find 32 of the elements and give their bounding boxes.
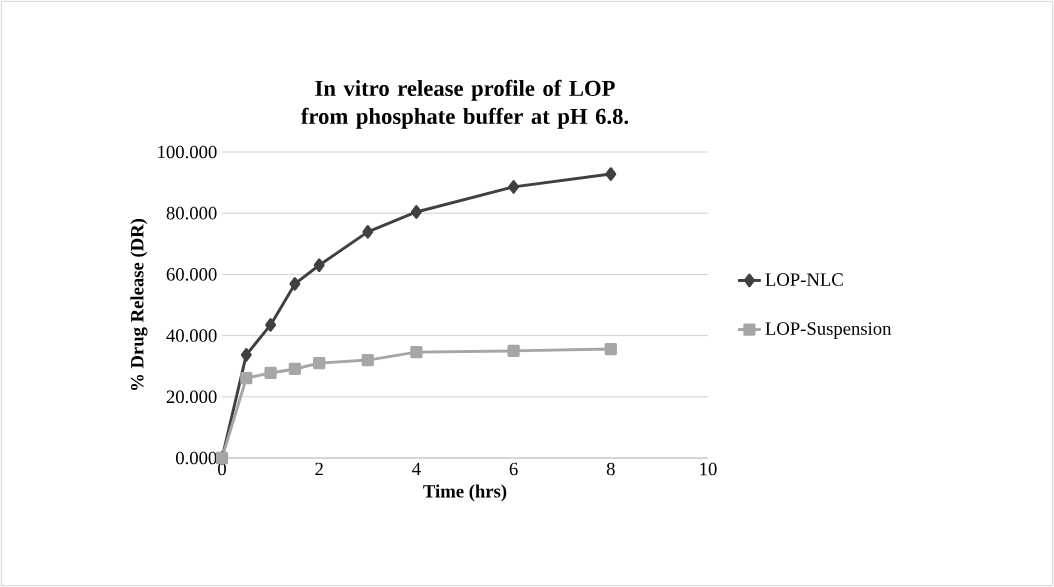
y-tick-label: 40.000 <box>166 329 217 342</box>
point <box>361 353 374 367</box>
x-tick-label: 10 <box>700 462 717 476</box>
x-tick-label: 8 <box>606 462 615 476</box>
y-tick-label: 60.000 <box>166 268 217 281</box>
y-tick-label: 100.000 <box>158 145 217 159</box>
x-tick-label: 4 <box>412 462 421 475</box>
y-axis-title: % Drug Release (DR) <box>130 219 148 390</box>
point <box>264 366 277 380</box>
point <box>605 167 617 181</box>
legend-label: LOP-NLC <box>765 273 843 286</box>
legend-label: LOP-Suspension <box>765 322 892 339</box>
y-tick-label: 80.000 <box>166 206 217 220</box>
point <box>507 344 520 358</box>
point <box>410 345 423 359</box>
point <box>265 318 277 332</box>
point <box>362 225 374 239</box>
y-tick-label: 0.000 <box>176 451 217 465</box>
x-tick-label: 6 <box>509 462 518 476</box>
point <box>289 277 301 291</box>
point <box>508 180 520 194</box>
point <box>604 342 617 356</box>
x-tick-label: 2 <box>315 462 323 476</box>
chart-title: In vitro release profile of LOP from phosphate buffer at pH 6.8. <box>301 79 629 129</box>
point <box>240 348 252 362</box>
point <box>240 372 253 385</box>
point <box>313 258 325 273</box>
x-axis-title: Time (hrs) <box>423 484 507 502</box>
point <box>288 362 302 376</box>
point <box>313 357 326 370</box>
y-tick-label: 20.000 <box>166 390 217 404</box>
point <box>410 205 422 219</box>
